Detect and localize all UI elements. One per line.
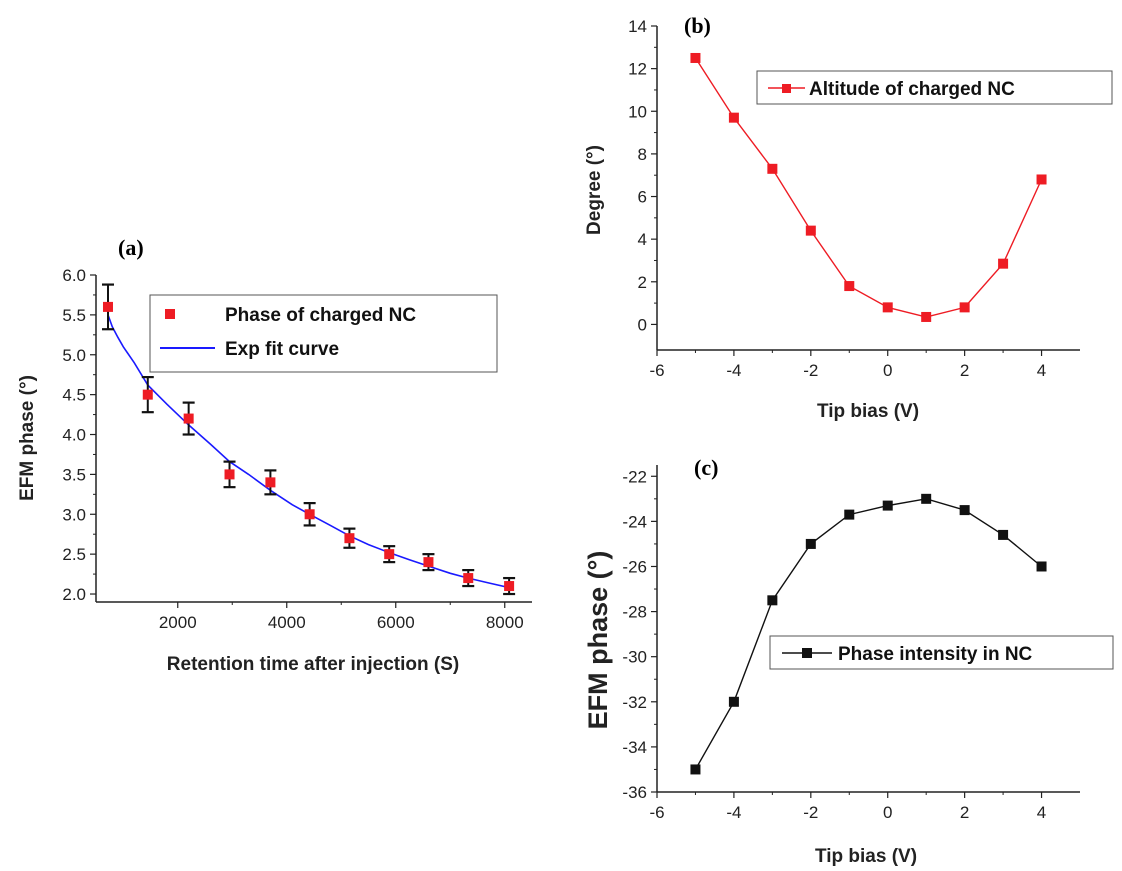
data-point xyxy=(959,302,970,313)
panel-c-legend: Phase intensity in NC xyxy=(769,635,1114,670)
panel-a-label: (a) xyxy=(118,235,144,260)
panel-c-y-tick-label: -28 xyxy=(622,603,647,622)
data-point xyxy=(805,538,816,549)
data-point xyxy=(1036,174,1047,185)
data-point xyxy=(882,302,893,313)
data-point xyxy=(463,573,474,584)
panel-b-y-tick-label: 8 xyxy=(638,145,647,164)
panel-b-x-tick-label: -6 xyxy=(649,361,664,380)
panel-b-y-tick-label: 10 xyxy=(628,102,647,121)
panel-c-x-tick-label: -2 xyxy=(803,803,818,822)
legend-c-series: Phase intensity in NC xyxy=(838,644,1033,665)
data-point xyxy=(998,258,1009,269)
panel-c-ylabel: EFM phase (°) xyxy=(583,551,613,730)
legend-a-series-2: Exp fit curve xyxy=(225,339,339,360)
panel-a-x-tick-label: 2000 xyxy=(159,613,197,632)
panel-b-y-tick-label: 4 xyxy=(638,230,647,249)
data-point xyxy=(224,469,235,480)
panel-b-y-tick-label: 14 xyxy=(628,17,647,36)
panel-a-y-tick-label: 3.0 xyxy=(62,505,86,524)
panel-b-y-tick-label: 2 xyxy=(638,273,647,292)
panel-b-y-tick-label: 12 xyxy=(628,60,647,79)
panel-c-y-tick-label: -34 xyxy=(622,738,647,757)
panel-a-legend: Phase of charged NC Exp fit curve xyxy=(149,294,498,373)
panel-a-ylabel: EFM phase (°) xyxy=(17,375,38,501)
panel-b-x-tick-label: 2 xyxy=(960,361,969,380)
panel-a-x-tick-label: 4000 xyxy=(268,613,306,632)
panel-b-ylabel: Degree (°) xyxy=(584,145,605,235)
panel-b-y-tick-label: 6 xyxy=(638,188,647,207)
panel-c-x-tick-label: 0 xyxy=(883,803,892,822)
data-point xyxy=(844,509,855,520)
panel-b-label: (b) xyxy=(684,13,711,38)
panel-a-xlabel: Retention time after injection (S) xyxy=(167,654,459,675)
panel-c-y-tick-label: -26 xyxy=(622,557,647,576)
legend-b-series: Altitude of charged NC xyxy=(809,79,1015,100)
panel-a-y-tick-label: 3.5 xyxy=(62,465,86,484)
data-point xyxy=(690,764,701,775)
panel-b-xlabel: Tip bias (V) xyxy=(817,401,919,422)
panel-a-chart: (a) 2000 4000 6000 8000 2.0 2.5 3.0 3.5 4.0 4.5 5… xyxy=(17,235,532,675)
legend-a-marker-swatch xyxy=(165,309,175,319)
data-point xyxy=(142,389,153,400)
data-point xyxy=(102,301,113,312)
legend-c-marker-swatch xyxy=(802,648,812,658)
data-point xyxy=(728,696,739,707)
panel-a-y-tick-label: 4.0 xyxy=(62,426,86,445)
panel-c-x-tick-label: -4 xyxy=(726,803,741,822)
panel-a-y-tick-label: 5.0 xyxy=(62,346,86,365)
panel-c-xlabel: Tip bias (V) xyxy=(815,846,917,867)
panel-b-x-tick-label: -2 xyxy=(803,361,818,380)
data-point xyxy=(183,413,194,424)
panel-b-legend: Altitude of charged NC xyxy=(756,70,1113,105)
data-point xyxy=(344,533,355,544)
data-point xyxy=(767,163,778,174)
data-point xyxy=(805,225,816,236)
data-point xyxy=(998,529,1009,540)
series-line xyxy=(694,498,1042,770)
fit-curve-line xyxy=(107,314,510,589)
panel-c-x-tick-label: 4 xyxy=(1037,803,1046,822)
panel-c-chart: (c) -6 -4 -2 0 2 4 -36 -34 -32 -30 -28 -26 -24 -22 T… xyxy=(583,455,1114,867)
data-point xyxy=(728,112,739,123)
data-point xyxy=(921,311,932,322)
panel-c-y-tick-label: -30 xyxy=(622,648,647,667)
data-point xyxy=(959,505,970,516)
data-point xyxy=(265,477,276,488)
data-point xyxy=(921,493,932,504)
data-point xyxy=(304,509,315,520)
panel-c-x-tick-label: -6 xyxy=(649,803,664,822)
data-point xyxy=(882,500,893,511)
panel-a-x-tick-label: 6000 xyxy=(377,613,415,632)
panel-c-y-tick-label: -22 xyxy=(622,467,647,486)
data-point xyxy=(384,549,395,560)
panel-a-y-tick-label: 4.5 xyxy=(62,386,86,405)
data-point xyxy=(767,595,778,606)
panel-b-y-tick-label: 0 xyxy=(638,315,647,334)
data-point xyxy=(423,557,434,568)
panel-b-x-tick-label: 0 xyxy=(883,361,892,380)
panel-c-y-tick-label: -32 xyxy=(622,693,647,712)
legend-a-series-1: Phase of charged NC xyxy=(225,305,416,326)
panel-c-y-tick-label: -36 xyxy=(622,783,647,802)
panel-c-y-tick-label: -24 xyxy=(622,512,647,531)
data-point xyxy=(690,52,701,63)
panel-b-x-tick-label: -4 xyxy=(726,361,741,380)
legend-b-marker-swatch xyxy=(782,84,791,93)
panel-a-x-tick-label: 8000 xyxy=(486,613,524,632)
data-point xyxy=(844,281,855,292)
data-point xyxy=(504,581,515,592)
panel-a-y-tick-label: 2.0 xyxy=(62,585,86,604)
panel-b-chart: (b) -6 -4 -2 0 2 4 0 2 4 6 8 10 12 14 Tip bias (V) D… xyxy=(584,13,1113,422)
panel-a-y-tick-label: 5.5 xyxy=(62,306,86,325)
data-point xyxy=(1036,561,1047,572)
panel-c-x-tick-label: 2 xyxy=(960,803,969,822)
panel-c-label: (c) xyxy=(694,455,718,480)
panel-b-x-tick-label: 4 xyxy=(1037,361,1046,380)
panel-a-y-tick-label: 6.0 xyxy=(62,266,86,285)
panel-a-y-tick-label: 2.5 xyxy=(62,545,86,564)
series-line xyxy=(694,57,1043,318)
